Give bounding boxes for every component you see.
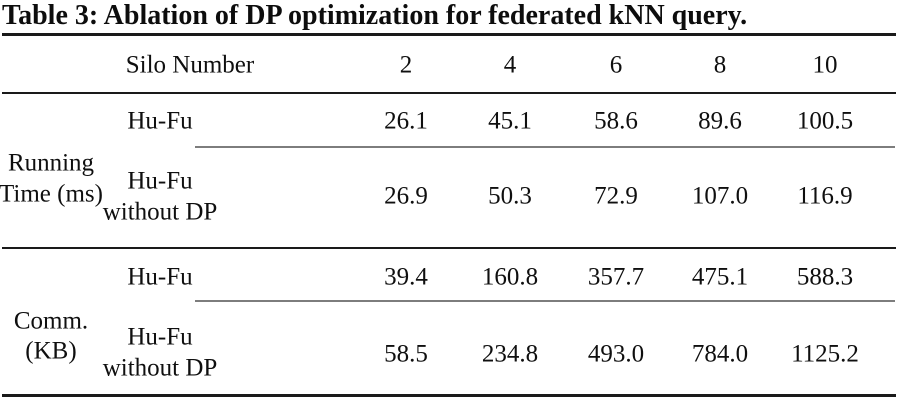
value-comm-nodp-6: 493.0 <box>587 340 645 368</box>
table-caption: Table 3: Ablation of DP optimization for… <box>2 0 748 31</box>
value-comm-nodp-8: 784.0 <box>691 340 749 368</box>
top-rule <box>2 33 896 36</box>
value-running-hufu-4: 45.1 <box>488 107 532 135</box>
row-label-comm-nodp-line1: Hu-Fu <box>127 323 193 351</box>
value-comm-hufu-8: 475.1 <box>691 263 749 291</box>
value-running-nodp-8: 107.0 <box>691 182 749 210</box>
header-col-8: 8 <box>713 51 727 79</box>
header-col-4: 4 <box>503 51 517 79</box>
section-rule <box>2 247 896 249</box>
value-comm-nodp-10: 1125.2 <box>791 340 859 368</box>
value-running-nodp-6: 72.9 <box>594 182 638 210</box>
value-comm-nodp-4: 234.8 <box>481 340 539 368</box>
row-label-running-hufu: Hu-Fu <box>127 107 193 135</box>
header-rule <box>2 92 896 94</box>
value-running-nodp-10: 116.9 <box>797 182 853 210</box>
header-silo-number: Silo Number <box>125 51 255 79</box>
row-label-running-nodp-line1: Hu-Fu <box>127 167 193 195</box>
cmid-rule-running <box>195 146 895 148</box>
value-comm-hufu-2: 39.4 <box>384 263 428 291</box>
row-label-comm-nodp-line2: without DP <box>102 354 218 382</box>
value-running-hufu-10: 100.5 <box>796 107 854 135</box>
bottom-rule <box>2 394 896 397</box>
value-running-hufu-8: 89.6 <box>698 107 742 135</box>
value-comm-hufu-10: 588.3 <box>796 263 854 291</box>
value-running-hufu-2: 26.1 <box>384 107 428 135</box>
group-label-comm-line1: Comm. <box>13 307 89 335</box>
row-label-comm-hufu: Hu-Fu <box>127 263 193 291</box>
value-running-hufu-6: 58.6 <box>594 107 638 135</box>
header-col-10: 10 <box>812 51 838 79</box>
group-label-running-line1: Running <box>7 149 95 177</box>
value-comm-hufu-6: 357.7 <box>587 263 645 291</box>
row-label-running-nodp-line2: without DP <box>102 198 218 226</box>
value-comm-nodp-2: 58.5 <box>384 340 428 368</box>
value-running-nodp-4: 50.3 <box>488 182 532 210</box>
cmid-rule-comm <box>195 300 895 302</box>
group-label-running-line2: Time (ms) <box>0 180 103 208</box>
header-col-6: 6 <box>609 51 623 79</box>
value-comm-hufu-4: 160.8 <box>481 263 539 291</box>
value-running-nodp-2: 26.9 <box>384 182 428 210</box>
header-col-2: 2 <box>399 51 413 79</box>
group-label-comm-line2: (KB) <box>25 337 77 365</box>
